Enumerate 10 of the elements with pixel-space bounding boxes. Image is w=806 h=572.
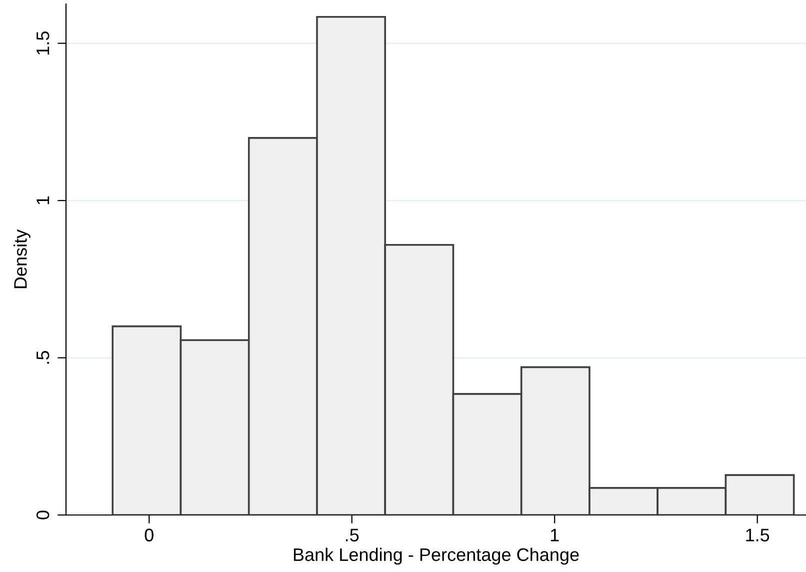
- y-tick-label: .5: [36, 350, 50, 364]
- y-tick-label: 0: [36, 510, 50, 520]
- x-axis-title: Bank Lending - Percentage Change: [294, 548, 579, 565]
- x-tick-label: 0: [144, 528, 154, 542]
- y-tick-label: 1: [36, 196, 50, 204]
- x-tick-label: .5: [346, 528, 359, 542]
- x-tick-label: 1: [550, 528, 559, 542]
- x-tick-label: 1.5: [746, 528, 770, 542]
- y-axis-title: Density: [14, 229, 30, 288]
- y-tick-label: 1.5: [36, 32, 50, 54]
